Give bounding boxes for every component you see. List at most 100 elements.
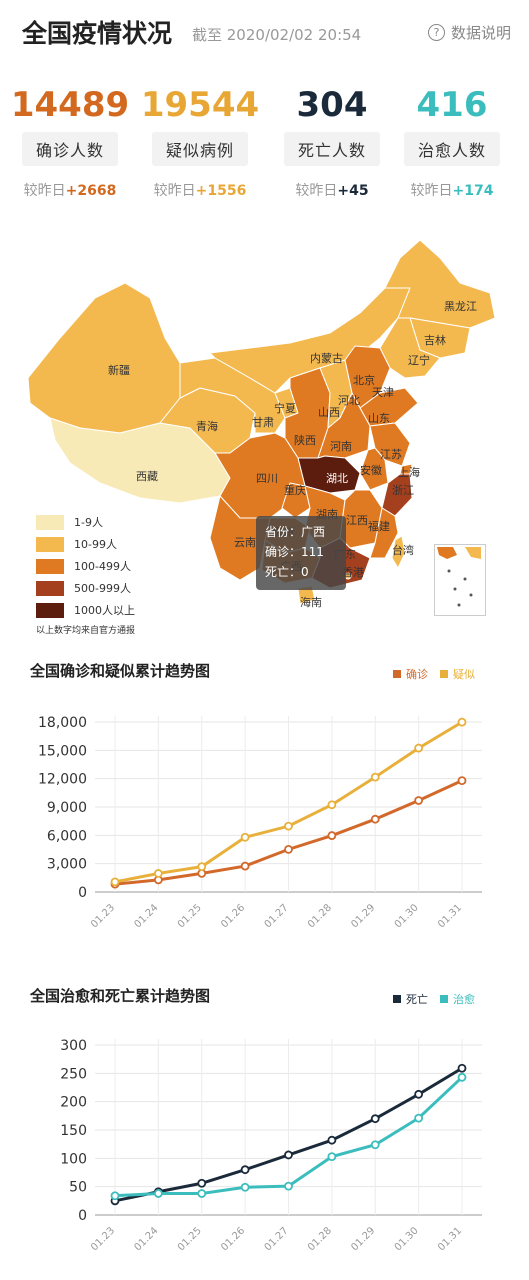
province-label-beijing: 北京	[353, 373, 375, 387]
south-china-sea-inset	[434, 544, 486, 616]
y-tick-label: 0	[78, 1208, 87, 1224]
province-heilongjiang	[384, 239, 496, 329]
legend-item[interactable]: 10-99人	[36, 533, 135, 555]
province-label-taiwan: 台湾	[392, 543, 414, 557]
tooltip-confirmed: 确诊：111	[265, 545, 324, 559]
legend-item[interactable]: 100-499人	[36, 555, 135, 577]
chart-title: 全国确诊和疑似累计趋势图	[30, 662, 211, 680]
province-label-tianjin: 天津	[372, 386, 394, 399]
help-button[interactable]: ? 数据说明	[427, 22, 511, 43]
province-label-shaanxi: 陕西	[294, 433, 316, 447]
y-tick-label: 250	[60, 1066, 87, 1082]
stats-row: 14489 确诊人数 较昨日+2668 19544 疑似病例 较昨日+1556 …	[0, 82, 529, 202]
province-label-hainan: 海南	[300, 595, 322, 609]
stat-label: 疑似病例	[151, 132, 248, 166]
stat-value: 416	[416, 85, 488, 125]
y-tick-label: 6,000	[47, 828, 87, 844]
legend-label: 1000人以上	[74, 604, 135, 617]
legend-item-suspected[interactable]: 疑似	[440, 666, 475, 682]
y-tick-label: 18,000	[38, 715, 87, 731]
province-label-shanghai: 上海	[398, 465, 420, 479]
stat-value: 14489	[10, 85, 130, 125]
province-label-henan: 河南	[330, 440, 352, 453]
province-label-hebei: 河北	[338, 394, 360, 407]
x-tick-label: 01.24	[132, 902, 160, 930]
stat-label: 治愈人数	[403, 132, 500, 166]
legend-swatch	[36, 602, 64, 618]
province-label-fujian: 福建	[368, 519, 390, 533]
data-point	[327, 800, 337, 810]
legend-swatch	[36, 558, 64, 574]
stat-suspected: 19544 疑似病例 较昨日+1556	[140, 82, 260, 200]
question-circle-icon: ?	[427, 24, 445, 41]
legend-item-cured[interactable]: 治愈	[440, 991, 475, 1007]
line-chart-2: 0 50 100 150 200 250 300 01.23 01.24 01.25 01.26 01…	[60, 1038, 482, 1253]
stat-delta: 较昨日+45	[272, 180, 392, 200]
data-point	[414, 743, 424, 753]
data-point	[240, 1182, 250, 1192]
province-label-zhejiang: 浙江	[392, 484, 414, 497]
legend-label: 疑似	[453, 668, 475, 681]
chart-cured-deaths: 全国治愈和死亡累计趋势图 死亡 治愈 0 50 100 150 200 250 300 01.…	[0, 975, 529, 1280]
data-point	[327, 1152, 337, 1162]
y-tick-label: 300	[60, 1038, 87, 1054]
province-label-jiangxi: 江西	[346, 514, 368, 527]
legend-label: 确诊	[406, 668, 428, 681]
x-tick-label: 01.31	[436, 902, 464, 930]
timestamp: 截至 2020/02/02 20:54	[192, 26, 362, 44]
data-point	[240, 861, 250, 871]
data-point	[370, 1140, 380, 1150]
legend-label: 死亡	[406, 993, 428, 1006]
province-label-xizang: 西藏	[136, 470, 158, 483]
province-label-neimenggu: 内蒙古	[310, 351, 343, 365]
data-point	[240, 832, 250, 842]
province-label-qinghai: 青海	[196, 419, 218, 433]
data-point	[414, 796, 424, 805]
tooltip-deaths: 死亡：0	[265, 565, 309, 579]
china-map[interactable]: 黑龙江 吉林 辽宁 内蒙古 新疆 北京 天津 河北 山西 山东 宁夏 甘肃 青海…	[0, 228, 529, 636]
data-point	[153, 869, 163, 878]
data-point	[457, 1063, 467, 1073]
province-xinjiang	[27, 282, 181, 434]
y-tick-label: 100	[60, 1151, 87, 1167]
x-tick-label: 01.31	[436, 1225, 464, 1253]
y-tick-label: 3,000	[47, 857, 87, 873]
province-label-chongqing: 重庆	[284, 483, 306, 497]
delta-prefix: 较昨日	[295, 183, 338, 199]
stat-delta: 较昨日+2668	[10, 180, 130, 200]
data-point	[457, 776, 467, 786]
legend-item[interactable]: 1000人以上	[36, 599, 135, 621]
chart-legend: 确诊 疑似	[393, 666, 475, 682]
delta-value: +45	[337, 183, 369, 199]
province-label-gansu: 甘肃	[252, 416, 274, 429]
data-point	[327, 831, 337, 840]
legend-item[interactable]: 500-999人	[36, 577, 135, 599]
legend-item[interactable]: 1-9人	[36, 511, 135, 533]
stat-label: 死亡人数	[283, 132, 380, 166]
province-label-anhui: 安徽	[360, 463, 382, 477]
stat-confirmed: 14489 确诊人数 较昨日+2668	[10, 82, 130, 200]
chart-title: 全国治愈和死亡累计趋势图	[30, 987, 211, 1005]
stat-deaths: 304 死亡人数 较昨日+45	[272, 82, 392, 200]
province-label-sichuan: 四川	[256, 472, 278, 485]
data-point	[110, 1191, 120, 1201]
legend-label: 治愈	[453, 993, 475, 1006]
stat-label: 确诊人数	[21, 132, 118, 166]
x-tick-label: 01.29	[349, 1225, 377, 1253]
map-legend: 1-9人 10-99人 100-499人 500-999人 1000人以上 以上…	[36, 511, 135, 636]
legend-item-deaths[interactable]: 死亡	[393, 991, 428, 1007]
y-tick-label: 15,000	[38, 743, 87, 759]
delta-value: +174	[452, 183, 494, 199]
province-label-shandong: 山东	[368, 412, 390, 425]
legend-label: 1-9人	[74, 516, 103, 529]
legend-swatch	[36, 514, 64, 530]
y-tick-label: 12,000	[38, 772, 87, 788]
data-point	[240, 1165, 250, 1175]
province-label-liaoning: 辽宁	[408, 353, 430, 367]
data-point	[414, 1113, 424, 1123]
legend-item-confirmed[interactable]: 确诊	[393, 666, 428, 682]
y-tick-label: 0	[78, 885, 87, 901]
x-tick-label: 01.30	[393, 1225, 421, 1253]
x-tick-label: 01.26	[219, 1225, 247, 1253]
x-tick-label: 01.28	[306, 902, 334, 930]
